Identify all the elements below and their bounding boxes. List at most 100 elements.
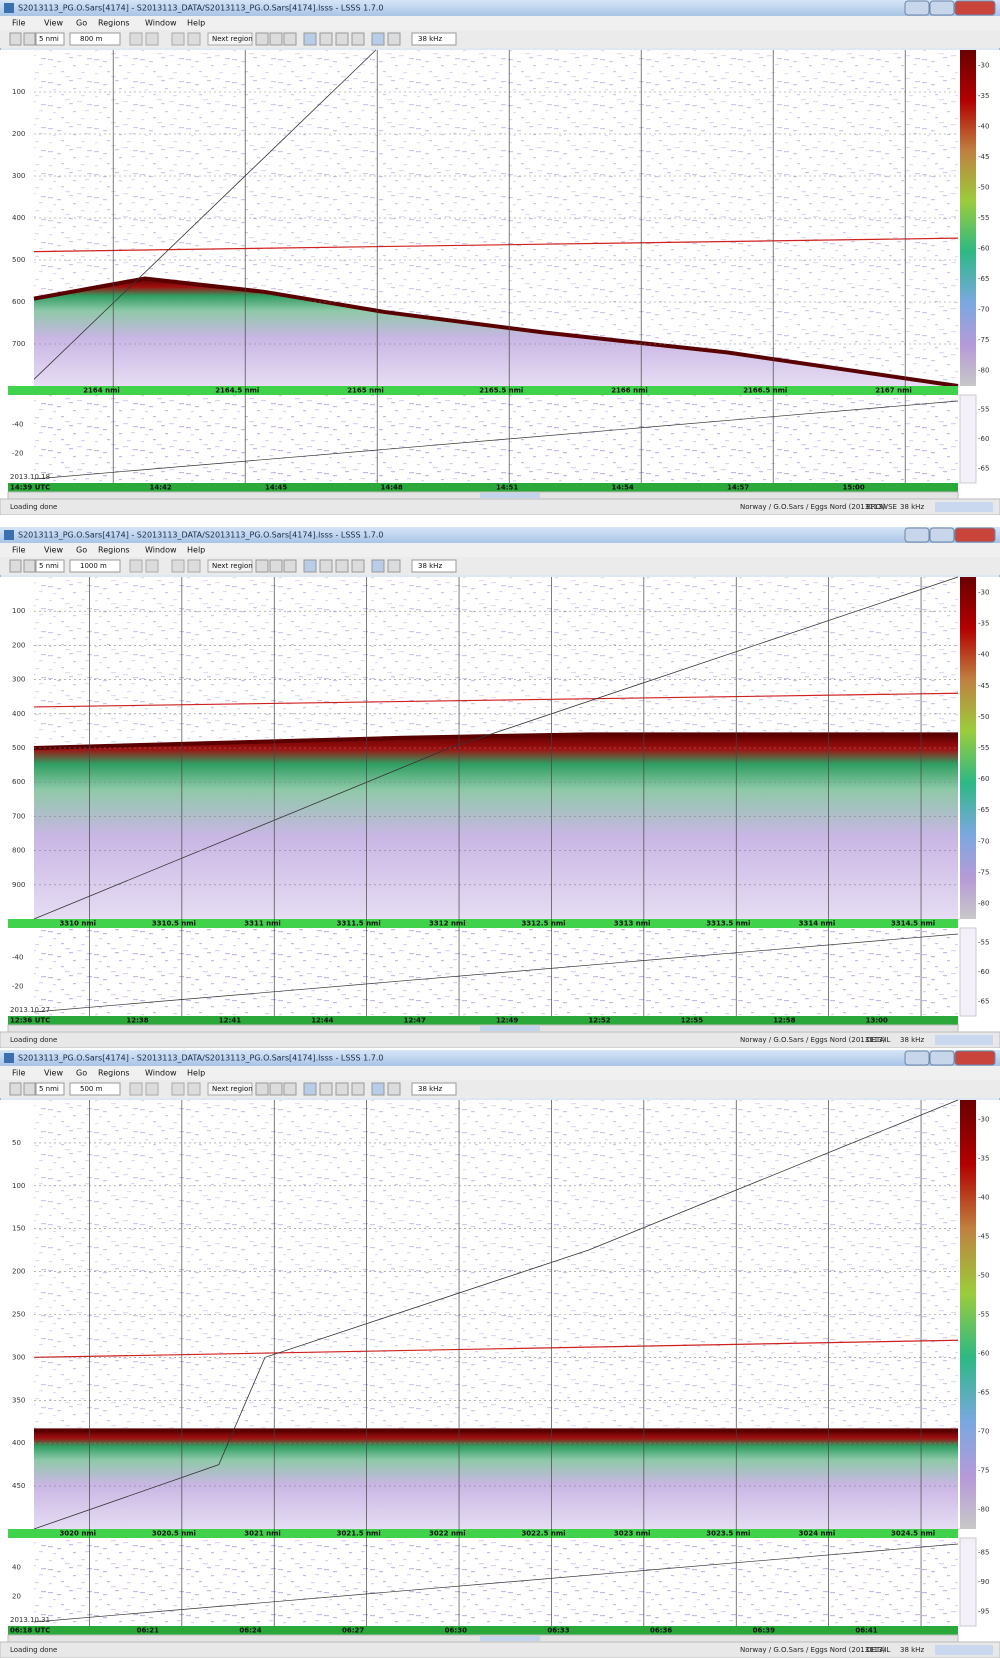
close-button[interactable] — [954, 527, 996, 543]
tool-button[interactable] — [129, 1082, 143, 1096]
tool-button[interactable] — [319, 32, 333, 46]
menu-item[interactable]: Help — [187, 546, 205, 555]
tool-button[interactable] — [303, 1082, 317, 1096]
scroll-thumb[interactable] — [480, 1636, 540, 1641]
maximize-button[interactable] — [929, 527, 955, 543]
tool-button[interactable] — [387, 1082, 401, 1096]
tool-button[interactable] — [371, 559, 385, 573]
menu-item[interactable]: Help — [187, 1069, 205, 1078]
tool-button[interactable] — [187, 1082, 201, 1096]
date-label: 2013.10.31 — [10, 1616, 50, 1624]
menu-item[interactable]: Go — [76, 19, 87, 28]
tool-button[interactable] — [335, 1082, 349, 1096]
menu-item[interactable]: Regions — [98, 19, 130, 28]
lower-colorbar-label: -55 — [978, 939, 989, 947]
depth-field[interactable] — [69, 32, 121, 46]
close-button[interactable] — [954, 1050, 996, 1066]
next-region-button[interactable] — [207, 32, 253, 46]
colorbar-label: -50 — [978, 1272, 989, 1280]
minimize-button[interactable] — [904, 527, 930, 543]
tool-button[interactable] — [171, 559, 185, 573]
frequency-field[interactable] — [411, 559, 457, 573]
menu-item[interactable]: Regions — [98, 1069, 130, 1078]
menu-item[interactable]: Window — [145, 546, 177, 555]
maximize-button[interactable] — [929, 0, 955, 16]
tool-button[interactable] — [319, 559, 333, 573]
tool-button[interactable] — [387, 559, 401, 573]
nav-button[interactable] — [9, 559, 22, 573]
nav-button[interactable] — [23, 1082, 36, 1096]
colorbar-label: -65 — [978, 275, 989, 283]
tool-button[interactable] — [255, 1082, 269, 1096]
tool-button[interactable] — [187, 32, 201, 46]
frequency-field[interactable] — [411, 1082, 457, 1096]
tool-button[interactable] — [303, 32, 317, 46]
menu-item[interactable]: Go — [76, 1069, 87, 1078]
menu-item[interactable]: Window — [145, 1069, 177, 1078]
range-field[interactable] — [35, 32, 65, 46]
frequency-field[interactable] — [411, 32, 457, 46]
titlebar — [0, 527, 1000, 543]
tool-button[interactable] — [351, 32, 365, 46]
nav-button[interactable] — [23, 559, 36, 573]
menu-item[interactable]: Regions — [98, 546, 130, 555]
tool-button[interactable] — [371, 1082, 385, 1096]
menu-item[interactable]: Window — [145, 19, 177, 28]
depth-field[interactable] — [69, 1082, 121, 1096]
tool-button[interactable] — [269, 1082, 283, 1096]
tool-button[interactable] — [129, 32, 143, 46]
tool-button[interactable] — [145, 559, 159, 573]
status-survey: Norway / G.O.Sars / Eggs Nord (2013113) — [740, 503, 886, 511]
tool-button[interactable] — [283, 559, 297, 573]
menu-item[interactable]: Help — [187, 19, 205, 28]
lower-track-line — [33, 400, 959, 480]
tool-button[interactable] — [319, 1082, 333, 1096]
maximize-button[interactable] — [929, 1050, 955, 1066]
tool-button[interactable] — [351, 559, 365, 573]
menu-item[interactable]: File — [12, 1069, 25, 1078]
next-region-button[interactable] — [207, 559, 253, 573]
tool-button[interactable] — [335, 32, 349, 46]
tool-button[interactable] — [283, 1082, 297, 1096]
next-region-button[interactable] — [207, 1082, 253, 1096]
tool-button[interactable] — [145, 1082, 159, 1096]
scroll-thumb[interactable] — [480, 493, 540, 498]
menu-item[interactable]: Go — [76, 546, 87, 555]
tool-button[interactable] — [171, 1082, 185, 1096]
range-field[interactable] — [35, 559, 65, 573]
menu-item[interactable]: File — [12, 19, 25, 28]
depth-label: 300 — [12, 172, 25, 180]
depth-field[interactable] — [69, 559, 121, 573]
tool-button[interactable] — [283, 32, 297, 46]
tool-button[interactable] — [387, 32, 401, 46]
tool-button[interactable] — [255, 32, 269, 46]
menu-item[interactable]: View — [44, 1069, 63, 1078]
tool-button[interactable] — [351, 1082, 365, 1096]
menu-item[interactable]: File — [12, 546, 25, 555]
tool-button[interactable] — [171, 32, 185, 46]
nav-button[interactable] — [9, 32, 22, 46]
tool-button[interactable] — [335, 559, 349, 573]
menu-item[interactable]: View — [44, 546, 63, 555]
distance-strip — [8, 386, 958, 395]
tool-button[interactable] — [269, 32, 283, 46]
close-button[interactable] — [954, 0, 996, 16]
range-field[interactable] — [35, 1082, 65, 1096]
minimize-button[interactable] — [904, 0, 930, 16]
tool-button[interactable] — [269, 559, 283, 573]
menu-item[interactable]: View — [44, 19, 63, 28]
tool-button[interactable] — [255, 559, 269, 573]
time-label: 14:45 — [265, 484, 287, 492]
minimize-button[interactable] — [904, 1050, 930, 1066]
seabed — [34, 734, 958, 919]
scroll-thumb[interactable] — [480, 1026, 540, 1031]
nav-button[interactable] — [23, 32, 36, 46]
tool-button[interactable] — [145, 32, 159, 46]
tool-button[interactable] — [371, 32, 385, 46]
titlebar — [0, 1050, 1000, 1066]
tool-button[interactable] — [187, 559, 201, 573]
tool-button[interactable] — [129, 559, 143, 573]
tool-button[interactable] — [303, 559, 317, 573]
time-label: 06:24 — [239, 1627, 261, 1635]
nav-button[interactable] — [9, 1082, 22, 1096]
